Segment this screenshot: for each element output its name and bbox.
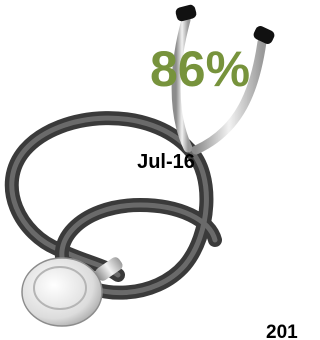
ear-tip-left	[175, 4, 198, 23]
year: 201	[266, 322, 298, 340]
tubing	[12, 118, 190, 275]
page: {"percentage": "86%", "date": "Jul-16", …	[0, 0, 302, 340]
infographic: 86% Jul-16 201	[0, 0, 302, 340]
date: Jul-16	[137, 151, 195, 173]
ear-tip-right	[252, 24, 276, 45]
percentage: 86%	[150, 41, 250, 97]
